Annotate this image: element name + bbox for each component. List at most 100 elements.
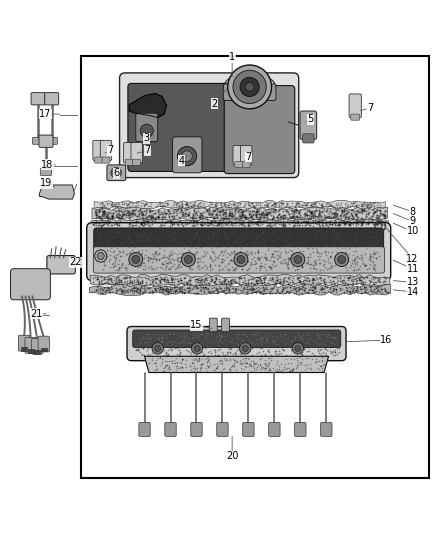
Point [159,201,166,210]
Point [307,199,314,208]
Point [295,361,302,369]
Point [215,228,222,237]
Point [352,285,359,294]
Point [244,207,251,216]
Point [95,207,102,215]
Point [370,202,377,211]
Point [96,284,103,292]
Point [247,367,254,376]
Point [380,212,387,220]
Point [332,217,339,226]
Point [142,208,149,217]
Point [291,218,298,227]
Point [166,330,173,339]
Point [254,214,261,223]
Point [283,287,290,296]
Point [240,213,247,222]
Point [284,206,291,215]
Point [279,199,286,207]
Point [227,220,234,229]
Point [139,342,146,351]
Point [376,212,383,220]
Point [158,260,165,269]
Point [291,221,298,229]
Point [324,213,331,221]
Point [269,336,276,345]
Point [245,367,252,376]
Point [330,277,337,286]
Point [147,214,154,223]
Point [251,273,258,282]
Point [237,274,244,282]
Point [369,258,376,266]
Point [218,279,225,287]
Point [327,276,334,284]
Point [321,238,328,246]
Text: 16: 16 [380,335,392,345]
Point [127,285,134,294]
Circle shape [191,343,203,354]
Point [268,241,275,249]
Point [118,210,125,219]
Circle shape [228,65,272,109]
Point [143,217,150,225]
Point [361,285,368,294]
Point [357,261,364,270]
Point [245,284,252,293]
Point [275,211,282,220]
Point [242,200,249,208]
Point [272,365,279,374]
Point [376,219,383,228]
Point [234,341,241,349]
Point [366,253,373,261]
Point [320,219,327,228]
Point [108,201,115,209]
Point [350,265,357,274]
Point [318,201,325,209]
Point [312,206,319,214]
Point [314,278,321,286]
Point [357,254,364,263]
Point [323,207,330,215]
Point [134,198,141,207]
Point [319,228,326,237]
Point [229,362,236,370]
Point [318,364,325,373]
Point [346,221,353,229]
Point [282,254,289,263]
Point [319,330,326,338]
Point [99,199,106,207]
Point [281,221,288,230]
Point [109,209,116,217]
Point [276,252,283,260]
Point [255,210,262,219]
Point [371,208,378,216]
Point [93,219,100,228]
Point [332,220,339,229]
Point [99,198,106,207]
Point [263,285,270,294]
Point [179,203,186,212]
Point [284,207,291,216]
Text: 3: 3 [144,133,150,143]
Point [257,334,264,342]
Point [261,337,268,346]
Point [310,278,317,287]
Point [322,212,329,221]
Point [330,333,337,342]
Point [186,361,193,370]
Point [358,216,365,225]
Point [307,208,314,216]
Point [143,345,150,354]
Point [226,211,233,220]
Point [265,199,272,208]
Point [173,282,180,291]
Point [165,363,172,372]
Point [326,220,333,228]
Point [322,349,329,357]
Point [318,336,325,345]
Point [334,220,341,228]
Point [271,257,278,266]
Point [167,263,174,271]
Point [167,208,174,217]
